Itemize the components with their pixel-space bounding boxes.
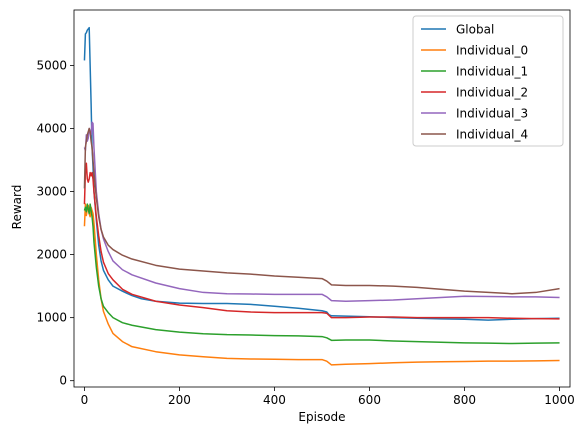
legend: Global Individual_0 Individual_1 Individual… xyxy=(412,15,564,147)
x-axis-label: Episode xyxy=(298,410,345,424)
x-tick-label: 1000 xyxy=(544,393,575,407)
legend-label-4: Individual_3 xyxy=(456,107,528,121)
series-line-5 xyxy=(83,127,560,295)
series-line-4 xyxy=(83,121,560,303)
axes: 0 200 400 600 800 1000 0 1000 2000 3000 4000 5000 xyxy=(36,9,575,407)
series-line-2 xyxy=(83,203,560,345)
y-tick-label: 3000 xyxy=(36,185,67,199)
legend-label-2: Individual_1 xyxy=(456,65,528,79)
y-tick-label: 2000 xyxy=(36,248,67,262)
y-tick-label: 5000 xyxy=(36,58,67,72)
x-tick-label: 600 xyxy=(358,393,381,407)
legend-label-5: Individual_4 xyxy=(456,128,528,142)
x-tick-label: 200 xyxy=(168,393,191,407)
legend-label-0: Global xyxy=(456,23,494,37)
series-line-1 xyxy=(83,203,560,366)
plot-frame xyxy=(73,9,571,388)
legend-label-1: Individual_0 xyxy=(456,44,528,58)
y-axis-label: Reward xyxy=(10,185,24,230)
legend-box xyxy=(412,15,564,147)
x-tick-label: 0 xyxy=(81,393,89,407)
plot-area xyxy=(83,26,560,366)
x-tick-label: 800 xyxy=(453,393,476,407)
legend-label-3: Individual_2 xyxy=(456,86,528,100)
y-tick-label: 1000 xyxy=(36,311,67,325)
y-tick-label: 0 xyxy=(59,374,67,388)
y-tick-label: 4000 xyxy=(36,122,67,136)
series-line-3 xyxy=(83,162,560,320)
x-tick-label: 400 xyxy=(263,393,286,407)
